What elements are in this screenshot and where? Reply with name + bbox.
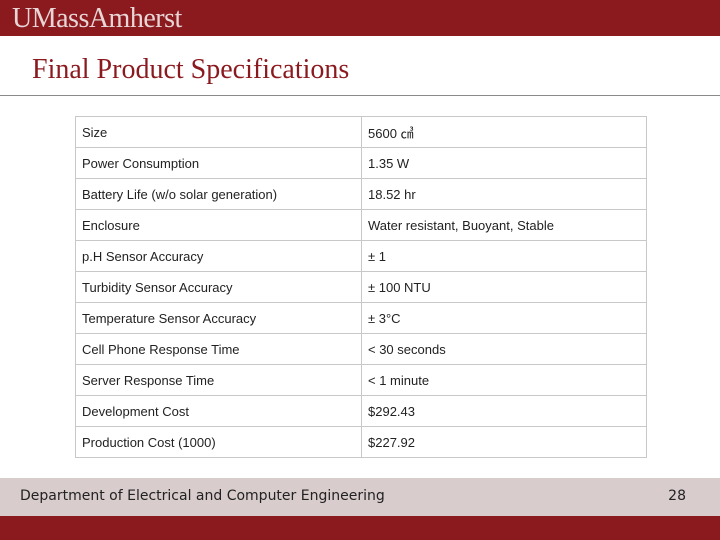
spec-value: $227.92 <box>361 426 647 458</box>
spec-label: Temperature Sensor Accuracy <box>75 302 362 334</box>
spec-label: Size <box>75 116 362 148</box>
spec-label: Production Cost (1000) <box>75 426 362 458</box>
spec-value: 1.35 W <box>361 147 647 179</box>
spec-value: Water resistant, Buoyant, Stable <box>361 209 647 241</box>
department-name: Department of Electrical and Computer En… <box>20 488 385 504</box>
table-row: Turbidity Sensor Accuracy ± 100 NTU <box>75 271 647 303</box>
table-row: Battery Life (w/o solar generation) 18.5… <box>75 178 647 210</box>
table-row: Size 5600 ㎤ <box>75 116 647 148</box>
spec-label: p.H Sensor Accuracy <box>75 240 362 272</box>
spec-label: Turbidity Sensor Accuracy <box>75 271 362 303</box>
spec-value: 18.52 hr <box>361 178 647 210</box>
table-row: p.H Sensor Accuracy ± 1 <box>75 240 647 272</box>
spec-value: 5600 ㎤ <box>361 116 647 148</box>
table-row: Production Cost (1000) $227.92 <box>75 426 647 458</box>
footer-band: Department of Electrical and Computer En… <box>0 478 720 516</box>
spec-value: < 30 seconds <box>361 333 647 365</box>
spec-label: Battery Life (w/o solar generation) <box>75 178 362 210</box>
specifications-table: Size 5600 ㎤ Power Consumption 1.35 W Bat… <box>75 116 647 458</box>
table-row: Enclosure Water resistant, Buoyant, Stab… <box>75 209 647 241</box>
table-row: Temperature Sensor Accuracy ± 3°C <box>75 302 647 334</box>
slide-title: Final Product Specifications <box>32 54 350 85</box>
page-number: 28 <box>668 488 686 504</box>
spec-label: Development Cost <box>75 395 362 427</box>
spec-value: < 1 minute <box>361 364 647 396</box>
spec-label: Enclosure <box>75 209 362 241</box>
bottom-bar <box>0 516 720 540</box>
spec-label: Server Response Time <box>75 364 362 396</box>
spec-value: $292.43 <box>361 395 647 427</box>
table-row: Power Consumption 1.35 W <box>75 147 647 179</box>
title-divider <box>0 95 720 96</box>
umass-logo: UMassAmherst <box>12 3 182 34</box>
spec-value: ± 3°C <box>361 302 647 334</box>
spec-label: Power Consumption <box>75 147 362 179</box>
header-bar: UMassAmherst <box>0 0 720 36</box>
table-row: Development Cost $292.43 <box>75 395 647 427</box>
spec-value: ± 100 NTU <box>361 271 647 303</box>
table-row: Cell Phone Response Time < 30 seconds <box>75 333 647 365</box>
table-row: Server Response Time < 1 minute <box>75 364 647 396</box>
spec-label: Cell Phone Response Time <box>75 333 362 365</box>
spec-value: ± 1 <box>361 240 647 272</box>
